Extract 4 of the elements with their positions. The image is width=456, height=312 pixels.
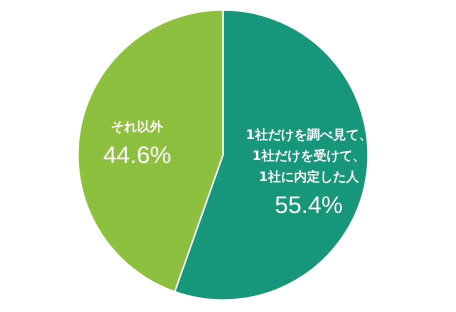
- data-label: 44.6%: [103, 142, 172, 169]
- slice-label: 1社だけを調べ見て、 1社だけを受けて、 1社に内定した人: [246, 127, 372, 186]
- data-label: 55.4%: [274, 192, 343, 220]
- slice-label: それ以外: [111, 120, 164, 135]
